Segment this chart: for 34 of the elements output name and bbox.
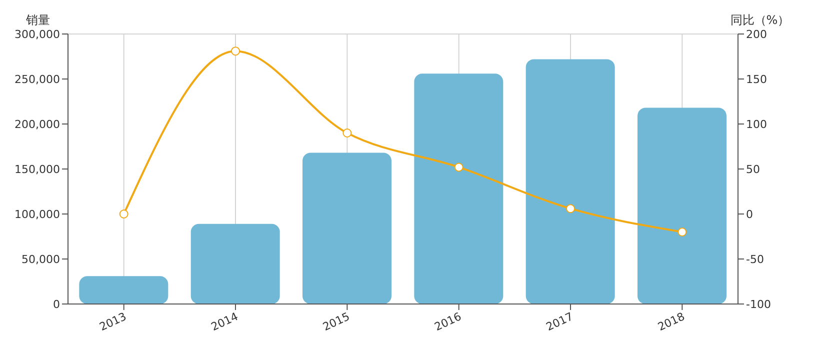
y-tick-label: 200,000 (14, 118, 60, 131)
bar (414, 74, 504, 304)
point (566, 204, 575, 214)
y2-tick-label: 200 (746, 28, 767, 41)
bar (79, 276, 168, 304)
point (454, 162, 464, 172)
point (119, 210, 128, 218)
x-tick-label: 2014 (209, 310, 240, 334)
x-tick-label: 2017 (544, 310, 576, 334)
x-tick-label: 2018 (656, 310, 687, 334)
bar (638, 108, 726, 304)
bar (302, 152, 392, 304)
x-tick-label: 2013 (98, 310, 128, 334)
y2-tick-label: 50 (746, 162, 760, 176)
y2-axis-title: 同比（%） (730, 13, 790, 27)
y2-tick-label: 0 (746, 208, 753, 221)
y-tick-label: 100,000 (14, 208, 60, 221)
point (342, 128, 352, 138)
point (678, 228, 687, 236)
y-tick-label: 300,000 (14, 28, 60, 41)
y-tick-label: 50,000 (22, 252, 60, 266)
bar (190, 224, 280, 304)
y2-tick-label: -50 (746, 252, 764, 266)
y2-tick-label: -100 (746, 298, 771, 311)
y-tick-label: 250,000 (14, 72, 60, 86)
y2-tick-label: 100 (746, 118, 767, 131)
point (231, 46, 240, 56)
y-axis-title: 销量 (25, 13, 50, 27)
y-tick-label: 0 (53, 298, 60, 311)
y2-tick-label: 150 (746, 72, 767, 86)
y-tick-label: 150,000 (14, 162, 60, 176)
bar (526, 59, 615, 304)
x-tick-label: 2016 (432, 310, 464, 334)
x-tick-label: 2015 (320, 310, 352, 334)
